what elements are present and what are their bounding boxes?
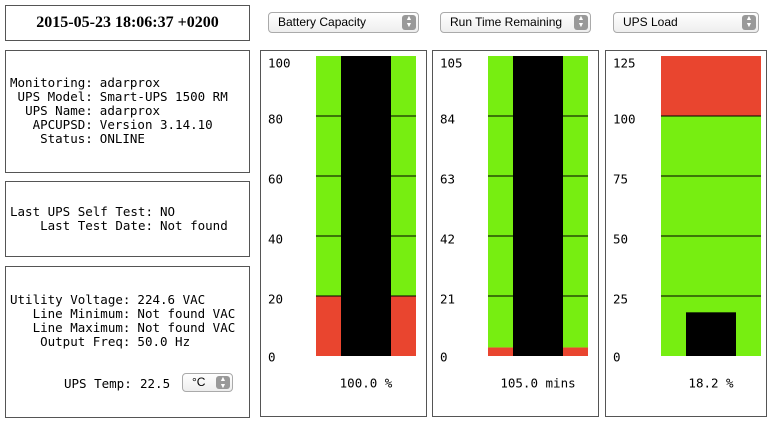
field-label: Utility Voltage: [10, 292, 131, 307]
field-label: Line Maximum: [32, 320, 131, 335]
y-tick-label: 125 [613, 56, 636, 71]
y-tick-label: 21 [440, 292, 455, 307]
temp-label: UPS Temp: [64, 376, 132, 391]
field-value: ONLINE [99, 131, 145, 146]
y-tick-label: 105 [440, 56, 463, 71]
gauge-select[interactable]: Run Time Remaining ▲ ▼ [440, 12, 591, 33]
y-tick-label: 20 [268, 292, 283, 307]
y-tick-label: 40 [268, 232, 283, 247]
temp-value: 22.5 [140, 376, 171, 391]
field-label: UPS Name: [25, 103, 93, 118]
field-label: Status: [40, 131, 93, 146]
y-tick-label: 100 [268, 56, 291, 71]
info-list: Monitoring: adarprox UPS Model: Smart-UPS 1… [10, 76, 228, 146]
y-tick-label: 60 [268, 172, 283, 187]
y-tick-label: 0 [613, 350, 621, 365]
timestamp: 2015-05-23 18:06:37 +0200 [5, 5, 250, 41]
y-tick-label: 75 [613, 172, 628, 187]
y-tick-label: 0 [268, 350, 276, 365]
value-label: 100.0 % [340, 376, 393, 391]
selftest-box: Last UPS Self Test: NO Last Test Date: Not … [5, 181, 250, 257]
field-value: Smart-UPS 1500 RM [99, 89, 228, 104]
value-bar [686, 312, 736, 356]
y-tick-label: 63 [440, 172, 455, 187]
field-value: Not found VAC [137, 306, 236, 321]
field-label: Last Test Date: [40, 218, 153, 233]
field-value: 50.0 Hz [137, 334, 191, 349]
select-text: Battery Capacity [278, 15, 367, 29]
info-box: Monitoring: adarprox UPS Model: Smart-UPS 1… [5, 50, 250, 173]
field-value: Version 3.14.10 [99, 117, 213, 132]
field-value: Not found [160, 218, 228, 233]
field-label: UPS Model: [17, 89, 93, 104]
field-label: Monitoring: [10, 75, 93, 90]
select-arrow: ▲ ▼ [574, 15, 588, 30]
select-arrow: ▲ ▼ [742, 15, 756, 30]
y-tick-label: 80 [268, 112, 283, 127]
y-tick-label: 42 [440, 232, 455, 247]
field-value: adarprox [99, 75, 161, 90]
select-arrow: ▲ ▼ [402, 15, 416, 30]
zone [661, 56, 761, 116]
field-value: NO [160, 204, 176, 219]
y-tick-label: 0 [440, 350, 448, 365]
select-text: Run Time Remaining [450, 15, 563, 29]
temp-unit: °C [192, 375, 206, 389]
field-label: Output Freq: [40, 334, 131, 349]
selftest-list: Last UPS Self Test: NO Last Test Date: Not … [10, 205, 228, 233]
select-text: UPS Load [623, 15, 678, 29]
y-tick-label: 100 [613, 112, 636, 127]
field-value: Not found VAC [137, 320, 236, 335]
field-label: Line Minimum: [32, 306, 131, 321]
field-label: APCUPSD: [32, 117, 93, 132]
voltage-box: Utility Voltage: 224.6 VAC Line Minimum: No… [5, 266, 250, 418]
y-tick-label: 25 [613, 292, 628, 307]
y-tick-label: 84 [440, 112, 455, 127]
select-arrow: ▲ ▼ [216, 376, 230, 390]
field-label: Last UPS Self Test: [10, 204, 153, 219]
field-value: adarprox [99, 103, 161, 118]
temp-unit-select[interactable]: °C ▲ ▼ [182, 373, 233, 392]
gauge-select[interactable]: UPS Load ▲ ▼ [613, 12, 759, 33]
voltage-list: Utility Voltage: 224.6 VAC Line Minimum: No… [10, 293, 235, 349]
value-bar [341, 56, 391, 356]
gauge-select[interactable]: Battery Capacity ▲ ▼ [268, 12, 419, 33]
value-label: 18.2 % [688, 376, 734, 391]
field-value: 224.6 VAC [137, 292, 206, 307]
y-tick-label: 50 [613, 232, 628, 247]
value-label: 105.0 mins [500, 376, 575, 391]
value-bar [513, 56, 563, 356]
